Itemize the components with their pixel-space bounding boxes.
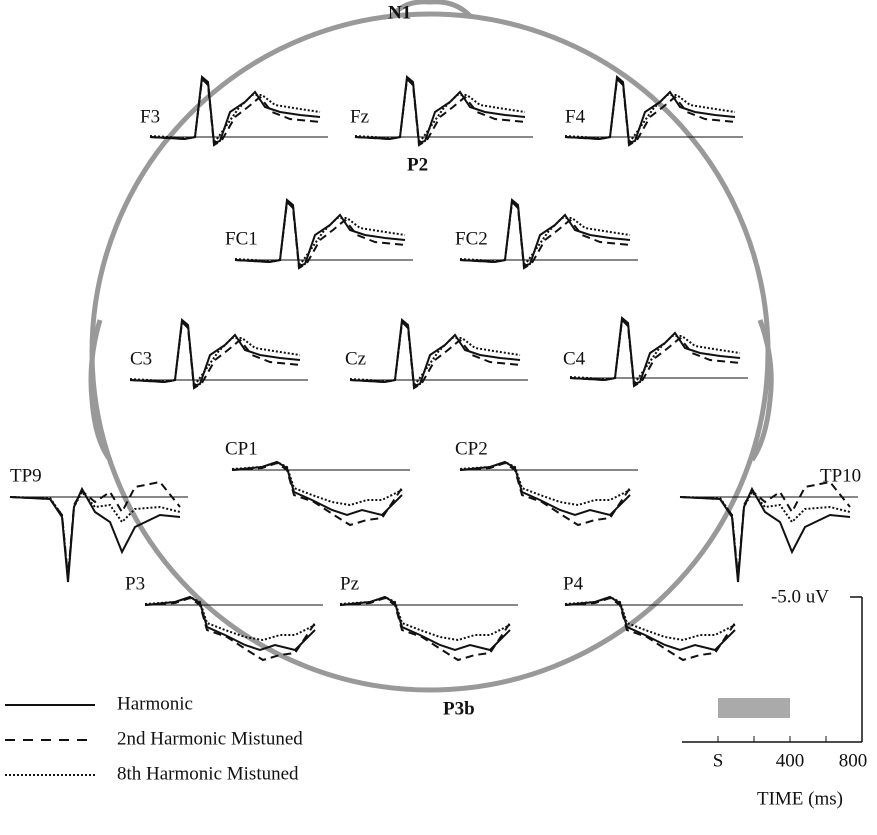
waveform: [235, 200, 405, 266]
electrode-label: FC2: [455, 228, 488, 249]
legend-label: 8th Harmonic Mistuned: [117, 763, 299, 784]
electrode-label: C4: [563, 348, 586, 369]
waveform: [460, 463, 630, 525]
scale-bar: -5.0 uV S 400 800 TIME (ms): [682, 586, 867, 809]
time-tick: S: [713, 750, 724, 771]
waveform: [565, 77, 735, 143]
waveform: [145, 598, 315, 660]
component-label: P2: [407, 154, 428, 175]
electrode-label: Pz: [340, 573, 359, 594]
electrode-label: F3: [140, 106, 160, 127]
electrode-label: CP1: [225, 438, 258, 459]
electrode-label: Cz: [345, 348, 366, 369]
waveform: [10, 482, 180, 577]
waveform: [350, 322, 520, 386]
electrode-label: P4: [563, 573, 584, 594]
time-label: TIME (ms): [757, 788, 843, 809]
stimulus-bar: [718, 698, 790, 718]
waveform: [570, 318, 740, 384]
waveform: [350, 320, 520, 386]
electrode-label: F4: [565, 106, 586, 127]
waveform: [565, 79, 735, 143]
electrode-label: C3: [130, 348, 152, 369]
waveform: [232, 463, 402, 525]
waveform: [570, 320, 740, 384]
legend-label: Harmonic: [117, 693, 193, 714]
time-tick: 400: [776, 750, 805, 771]
electrode-label: Fz: [350, 106, 369, 127]
waveform: [235, 202, 405, 266]
figure: N1 P2 P3b Harmonic 2nd Harmonic Mistuned 8…: [0, 0, 877, 835]
waveform: [130, 320, 300, 386]
time-tick: 800: [839, 750, 868, 771]
waveform: [130, 322, 300, 386]
legend-label: 2nd Harmonic Mistuned: [117, 728, 303, 749]
waveform: [340, 598, 510, 660]
waveform: [150, 79, 320, 143]
waveform: [355, 77, 525, 143]
electrode-label: FC1: [225, 228, 258, 249]
waveform: [680, 492, 850, 579]
electrode-label: TP9: [10, 465, 42, 486]
legend: Harmonic 2nd Harmonic Mistuned 8th Harmoni…: [5, 693, 303, 784]
waveform: [355, 79, 525, 143]
electrode-label: TP10: [820, 465, 861, 486]
component-label: P3b: [443, 698, 475, 719]
component-label: N1: [388, 2, 411, 23]
amplitude-label: -5.0 uV: [771, 586, 829, 607]
electrode-label: P3: [125, 573, 145, 594]
waveform: [10, 492, 180, 579]
electrode-label: CP2: [455, 438, 488, 459]
waveform: [680, 482, 850, 577]
